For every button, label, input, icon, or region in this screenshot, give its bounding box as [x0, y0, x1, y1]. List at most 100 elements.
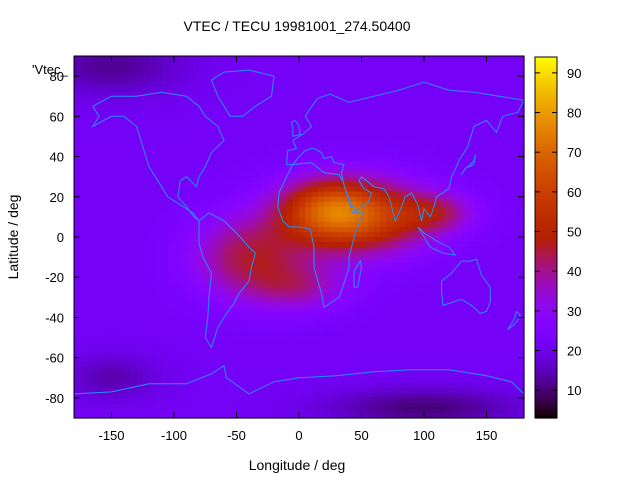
heatmap-cell [211, 71, 219, 77]
heatmap-cell [467, 347, 475, 354]
heatmap-cell [467, 206, 475, 213]
heatmap-cell [149, 297, 156, 303]
heatmap-cell [155, 252, 163, 258]
heatmap-cell [374, 247, 381, 253]
heatmap-cell [211, 131, 219, 138]
heatmap-cell [130, 166, 138, 173]
heatmap-cell [255, 292, 263, 298]
heatmap-cell [255, 221, 263, 228]
heatmap-cell [280, 211, 288, 218]
heatmap-cell [392, 257, 400, 263]
heatmap-cell [411, 126, 419, 133]
heatmap-cell [161, 66, 169, 72]
heatmap-cell [255, 322, 263, 329]
heatmap-cell [505, 252, 513, 258]
heatmap-cell [86, 387, 94, 394]
heatmap-cell [236, 71, 244, 77]
heatmap-cell [92, 367, 100, 374]
heatmap-cell [180, 76, 188, 82]
heatmap-cell [461, 247, 469, 253]
heatmap-cell [380, 101, 388, 107]
heatmap-cell [174, 237, 181, 243]
heatmap-cell [267, 302, 275, 308]
heatmap-cell [330, 56, 338, 62]
heatmap-cell [280, 226, 288, 233]
heatmap-cell [280, 262, 288, 268]
heatmap-cell [174, 196, 181, 203]
heatmap-cell [261, 347, 269, 354]
heatmap-cell [386, 392, 394, 399]
heatmap-cell [80, 312, 88, 319]
heatmap-cell [455, 101, 463, 107]
heatmap-cell [192, 151, 200, 158]
heatmap-cell [511, 126, 519, 133]
heatmap-cell [517, 372, 525, 379]
heatmap-cell [124, 141, 131, 148]
heatmap-cell [505, 297, 513, 303]
heatmap-cell [80, 216, 88, 223]
heatmap-cell [317, 181, 325, 188]
heatmap-cell [99, 161, 106, 168]
heatmap-cell [392, 211, 400, 218]
heatmap-cell [355, 322, 363, 329]
heatmap-cell [480, 66, 488, 72]
heatmap-cell [467, 387, 475, 394]
heatmap-cell [211, 76, 219, 82]
heatmap-cell [167, 171, 175, 178]
heatmap-cell [317, 56, 325, 62]
heatmap-cell [299, 307, 306, 314]
heatmap-cell [142, 367, 150, 374]
heatmap-cell [505, 171, 513, 178]
heatmap-cell [474, 66, 481, 72]
heatmap-cell [505, 161, 513, 168]
heatmap-cell [280, 397, 288, 404]
heatmap-cell [461, 146, 469, 153]
heatmap-cell [417, 282, 425, 288]
heatmap-cell [205, 221, 213, 228]
heatmap-cell [480, 126, 488, 133]
heatmap-cell [455, 121, 463, 127]
heatmap-cell [80, 66, 88, 72]
heatmap-cell [111, 362, 119, 369]
heatmap-cell [236, 377, 244, 384]
heatmap-cell [499, 116, 506, 122]
heatmap-cell [74, 96, 81, 102]
heatmap-cell [130, 382, 138, 389]
heatmap-cell [167, 272, 175, 278]
heatmap-cell [174, 377, 181, 384]
heatmap-cell [367, 262, 375, 268]
heatmap-cell [436, 252, 444, 258]
heatmap-cell [224, 91, 231, 97]
heatmap-cell [174, 307, 181, 314]
heatmap-cell [461, 186, 469, 193]
heatmap-cell [230, 277, 238, 283]
heatmap-cell [199, 76, 206, 82]
heatmap-cell [111, 76, 119, 82]
heatmap-cell [255, 277, 263, 283]
heatmap-cell [180, 156, 188, 163]
heatmap-cell [324, 196, 331, 203]
heatmap-cell [374, 342, 381, 349]
heatmap-cell [249, 372, 256, 379]
heatmap-cell [174, 201, 181, 208]
heatmap-cell [242, 317, 250, 324]
heatmap-cell [274, 226, 281, 233]
heatmap-cell [136, 322, 144, 329]
heatmap-cell [424, 191, 431, 198]
heatmap-cell [161, 126, 169, 133]
heatmap-cell [467, 161, 475, 168]
heatmap-cell [299, 136, 306, 143]
heatmap-cell [492, 131, 500, 138]
heatmap-cell [111, 181, 119, 188]
heatmap-cell [442, 101, 450, 107]
heatmap-cell [499, 76, 506, 82]
heatmap-cell [286, 377, 294, 384]
heatmap-cell [399, 377, 406, 384]
heatmap-cell [205, 146, 213, 153]
heatmap-cell [199, 397, 206, 404]
heatmap-cell [392, 106, 400, 112]
heatmap-cell [211, 262, 219, 268]
heatmap-cell [149, 342, 156, 349]
heatmap-cell [280, 91, 288, 97]
heatmap-cell [505, 332, 513, 339]
